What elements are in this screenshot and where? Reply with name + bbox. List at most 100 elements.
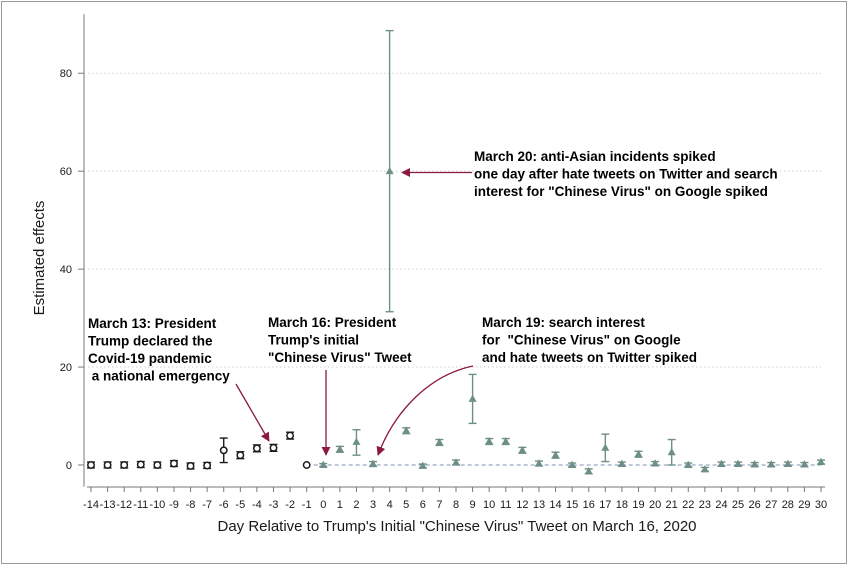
point-estimate	[700, 465, 709, 473]
annotation-line: Trump's initial	[268, 333, 359, 348]
point-estimate	[219, 446, 228, 455]
x-tick-label: 6	[420, 499, 426, 511]
point-estimate	[186, 462, 195, 470]
point-estimate	[601, 443, 610, 451]
x-tick-label: 2	[353, 499, 359, 511]
point-estimate	[518, 445, 527, 454]
point-estimate	[136, 460, 145, 469]
point-estimate	[667, 447, 676, 456]
x-tick-label: -5	[235, 499, 245, 511]
point-estimate	[103, 461, 112, 469]
point-estimate	[750, 460, 759, 468]
x-tick-label: 17	[599, 499, 611, 511]
annotation-arrow	[235, 383, 270, 442]
annotation-line: March 13: President	[88, 316, 217, 331]
x-tick-label: -1	[302, 499, 312, 511]
point-estimate	[468, 394, 477, 402]
point-estimate	[501, 437, 510, 445]
x-tick-label: 18	[616, 499, 628, 511]
x-axis-title: Day Relative to Trump's Initial "Chinese…	[217, 518, 696, 535]
x-tick-label: 8	[453, 499, 459, 511]
annotation-arrow	[376, 365, 474, 456]
annotation-line: interest for "Chinese Virus" on Google s…	[474, 184, 768, 199]
x-tick-label: -6	[219, 499, 229, 511]
annotation-line: "Chinese Virus" Tweet	[268, 350, 412, 365]
point-estimate	[551, 450, 560, 459]
x-tick-label: -12	[116, 499, 132, 511]
point-estimate	[584, 467, 593, 475]
x-tick-label: 7	[436, 499, 442, 511]
point-estimate	[817, 457, 825, 466]
point-estimate	[286, 431, 295, 440]
x-tick-label: 20	[649, 499, 661, 511]
point-estimate	[767, 460, 776, 468]
x-tick-label: -11	[133, 499, 148, 511]
point-estimate	[385, 166, 394, 175]
point-estimate	[783, 459, 792, 467]
point-estimate	[800, 460, 809, 468]
point-estimate	[153, 461, 162, 469]
x-tick-label: 11	[500, 499, 511, 511]
x-tick-label: 14	[549, 499, 561, 511]
x-tick-label: 29	[798, 499, 810, 511]
annotation-line: Covid-19 pandemic	[88, 351, 212, 366]
x-tick-label: 28	[782, 499, 794, 511]
annotation-line: March 19: search interest	[482, 315, 645, 330]
point-estimate	[252, 444, 261, 453]
point-estimate	[568, 460, 577, 468]
x-tick-label: 24	[715, 499, 727, 511]
x-tick-label: -9	[169, 499, 179, 511]
x-tick-label: 5	[403, 499, 409, 511]
point-estimate	[319, 460, 328, 468]
x-tick-label: 19	[632, 499, 644, 511]
x-tick-label: 4	[387, 499, 393, 511]
y-axis-title: Estimated effects	[31, 201, 48, 316]
x-tick-label: 13	[533, 499, 545, 511]
annotation-line: and hate tweets on Twitter spiked	[482, 350, 697, 365]
x-tick-label: 27	[765, 499, 777, 511]
point-estimate	[87, 461, 95, 469]
x-tick-label: 1	[337, 499, 343, 511]
x-tick-label: 9	[470, 499, 476, 511]
x-tick-label: 30	[815, 499, 827, 511]
point-estimate	[485, 437, 494, 445]
point-estimate	[170, 459, 178, 468]
point-estimate	[236, 451, 245, 460]
y-tick-label: 80	[60, 68, 72, 80]
point-estimate	[684, 460, 693, 468]
point-estimate	[634, 449, 643, 458]
x-tick-label: -4	[252, 499, 262, 511]
point-estimate	[534, 459, 543, 467]
data-points	[87, 29, 825, 475]
x-tick-label: -14	[83, 499, 99, 511]
point-estimate	[203, 461, 212, 470]
x-tick-label: 0	[320, 499, 326, 511]
x-tick-label: 10	[483, 499, 495, 511]
x-tick-label: -10	[149, 499, 165, 511]
point-estimate	[302, 461, 311, 469]
x-tick-label: -13	[100, 499, 116, 511]
point-estimate	[734, 459, 743, 467]
x-tick-label: 22	[682, 499, 694, 511]
annotation: March 19: search interest for "Chinese Vi…	[376, 315, 697, 456]
point-estimate	[617, 459, 626, 467]
x-tick-label: -8	[186, 499, 196, 511]
point-estimate	[352, 437, 361, 445]
annotation-line: one day after hate tweets on Twitter and…	[474, 167, 778, 182]
y-tick-label: 0	[66, 460, 72, 472]
point-estimate	[402, 426, 411, 434]
x-tick-label: 12	[516, 499, 528, 511]
y-tick-label: 60	[60, 166, 72, 178]
annotation: March 13: President Trump declared the Cov…	[88, 316, 270, 442]
annotation-line: Trump declared the	[88, 334, 213, 349]
point-estimate	[369, 459, 378, 467]
x-tick-label: 3	[370, 499, 376, 511]
annotation-line: for "Chinese Virus" on Google	[482, 333, 681, 348]
point-estimate	[335, 444, 344, 453]
point-estimate	[651, 459, 660, 467]
y-tick-label: 20	[60, 362, 72, 374]
annotation-line: a national emergency	[88, 369, 230, 384]
point-estimate	[269, 443, 278, 452]
